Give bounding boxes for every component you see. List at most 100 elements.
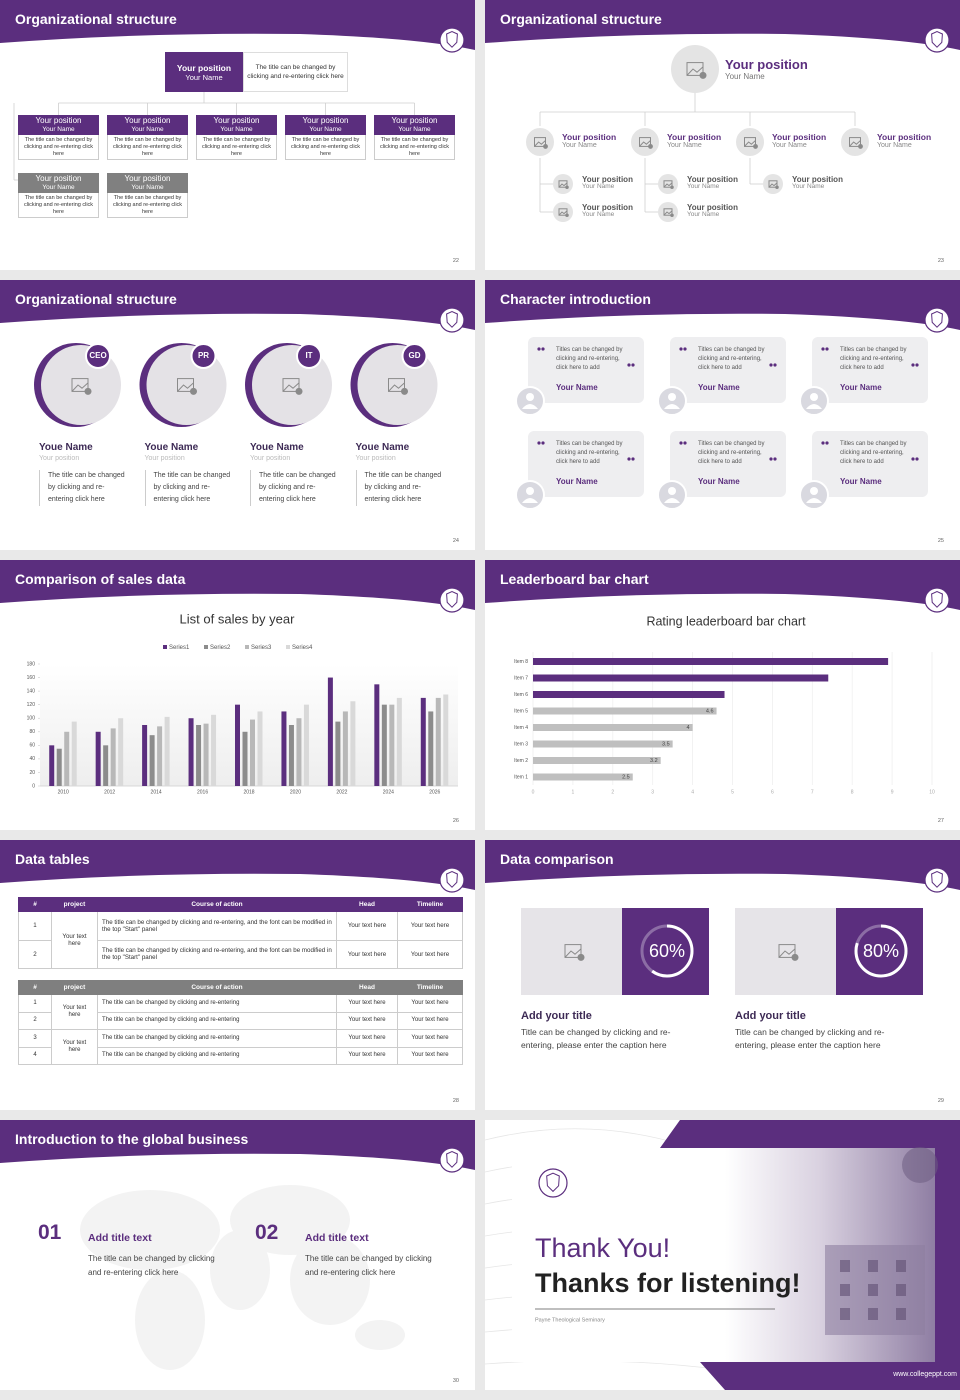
image-icon-mountain (177, 382, 194, 392)
slide: Organizational structure 23 Your position Y… (485, 0, 960, 270)
legend-label: Series4 (292, 645, 313, 651)
page-number: 27 (937, 818, 944, 824)
cell: 1 (18, 911, 52, 941)
x-tick-label: 10 (929, 789, 935, 795)
cell: 3 (18, 1029, 52, 1048)
slide-title: Data comparison (500, 851, 614, 867)
slide: Thank You! Thanks for listening! Payne The… (485, 1120, 960, 1390)
node-label: Your position Your Name (582, 203, 633, 219)
position: Your position (772, 132, 827, 142)
value-label: 3.5 (662, 741, 670, 747)
x-tick-label: 2012 (104, 789, 115, 795)
box-text: The title can be changed by clicking and… (18, 135, 99, 160)
logo (439, 307, 465, 333)
stat-area (836, 908, 923, 995)
x-tick-label: 2016 (197, 789, 208, 795)
position: Your position (124, 174, 171, 183)
legend-label: Series1 (169, 645, 190, 651)
slide: CEO PR IT GD Organizational structure 24 Youe … (0, 280, 475, 550)
person-position: Your position (144, 455, 185, 462)
bar (64, 731, 70, 786)
table-row: 2 The title can be changed by clicking an… (18, 1011, 463, 1030)
quote-mark (631, 363, 635, 367)
y-tick-label: 100 (27, 716, 36, 722)
cell: 2 (18, 1011, 52, 1030)
person-position: Your position (39, 455, 80, 462)
cell: Your text here (336, 911, 398, 941)
slide-graphics: CEO PR IT GD (0, 280, 475, 427)
avatar (658, 174, 678, 194)
slide-graphics (0, 0, 475, 181)
item-text: The title can be changed by clicking and… (305, 1254, 432, 1277)
x-tick-label: 2014 (151, 789, 162, 795)
image-icon (849, 137, 861, 147)
item-text: The title can be changed by clicking and… (88, 1254, 215, 1277)
position: Your position (877, 132, 932, 142)
image-icon-plus (565, 213, 569, 217)
bar (250, 719, 255, 786)
bar (533, 707, 717, 715)
page-number: 26 (452, 818, 459, 824)
person-text: The title can be changed by clicking and… (144, 470, 231, 506)
y-tick-label: Item 1 (514, 774, 528, 780)
cell: 2 (18, 939, 52, 969)
image-icon-mountain (639, 140, 651, 147)
map-shape (135, 1270, 205, 1370)
slide: Introduction to the global business 30 01 A… (0, 1120, 475, 1390)
avatar-body (664, 498, 680, 503)
quote-mark (541, 347, 545, 351)
value-label: 60% (649, 941, 685, 961)
box-text: The title can be changed by clicking and… (18, 193, 99, 218)
person-position: Your position (355, 455, 396, 462)
box-text: The title can be changed by clicking and… (285, 135, 366, 160)
cell: Your text here (51, 911, 98, 969)
cell: Your text here (397, 1011, 463, 1030)
cell: Your text here (397, 911, 463, 941)
header-band (0, 840, 475, 890)
card-heading: Add your title (521, 1010, 592, 1022)
badge-label: GD (409, 351, 421, 360)
map-shape (355, 1320, 405, 1350)
bar (533, 674, 829, 682)
card (670, 431, 786, 497)
node-label: Your position Your Name (877, 133, 931, 149)
x-tick-label: 2 (611, 789, 614, 795)
x-tick-label: 1 (572, 789, 575, 795)
slide-title: Organizational structure (15, 291, 177, 307)
x-tick-label: 7 (811, 789, 814, 795)
header-band (485, 840, 960, 890)
cell: Your text here (336, 1029, 398, 1048)
card (812, 431, 928, 497)
logo (439, 587, 465, 613)
logo-mark (546, 1172, 560, 1193)
header-cell: # (18, 897, 52, 912)
cell: Your text here (397, 939, 463, 969)
logo (924, 867, 950, 893)
bar (533, 740, 673, 748)
bar (257, 711, 263, 786)
bar (95, 731, 101, 786)
y-tick-label: 0 (32, 783, 35, 789)
bar (235, 704, 240, 786)
quote-mark (769, 363, 773, 367)
quote-mark (683, 347, 687, 351)
legend-swatch (245, 645, 249, 649)
card-text: Title can be changed by clicking and re-… (735, 1027, 885, 1050)
window (868, 1260, 878, 1272)
avatar-head (668, 487, 676, 495)
image-icon-plus (648, 143, 653, 149)
y-tick-label: 20 (29, 770, 35, 776)
card-heading: Add your title (735, 1010, 806, 1022)
header-cell: Timeline (397, 980, 463, 995)
page-number: 23 (937, 258, 944, 264)
box-header: Your position Your Name (18, 173, 99, 193)
avatar-head (526, 393, 534, 401)
card-name: Your Name (840, 383, 882, 392)
image-icon (744, 137, 756, 147)
y-tick-label: 40 (29, 756, 35, 762)
bar (203, 723, 209, 786)
position: Your position (176, 62, 232, 73)
box-header: Your position Your Name (374, 115, 455, 135)
top-box: Your position Your Name (165, 52, 243, 92)
url: www.collegeppt.com (892, 1371, 957, 1378)
